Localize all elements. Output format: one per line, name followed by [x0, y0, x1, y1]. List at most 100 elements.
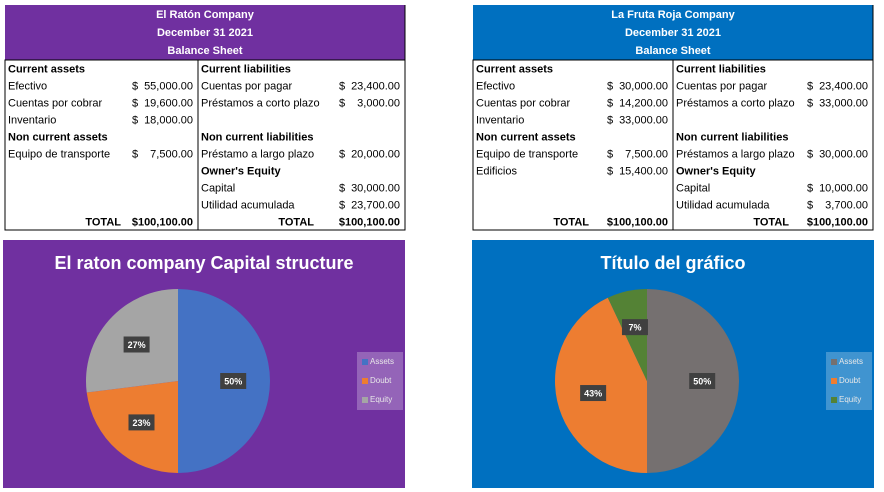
row-label: Equipo de transporte	[8, 148, 110, 160]
balance-sheet: El Ratón Company December 31 2021 Balance …	[4, 5, 406, 231]
legend-label: Equity	[370, 395, 392, 404]
row-label: Current assets	[476, 63, 553, 75]
data-label: 23%	[132, 418, 150, 428]
amount: 23,700.00	[351, 199, 400, 211]
row-label: Capital	[201, 182, 235, 194]
row-label: Non current assets	[476, 131, 576, 143]
row-label: Owner's Equity	[676, 165, 757, 177]
amount: 3,700.00	[825, 199, 868, 211]
row-label: Inventario	[8, 114, 56, 126]
data-label: 27%	[128, 340, 146, 350]
row-label: Préstamo a largo plazo	[201, 148, 314, 160]
row-label: Current liabilities	[201, 63, 291, 75]
currency: $	[132, 97, 138, 109]
amount: 55,000.00	[144, 80, 193, 92]
currency: $	[339, 199, 345, 211]
legend-label: Doubt	[839, 376, 861, 385]
amount: 18,000.00	[144, 114, 193, 126]
currency: $	[807, 182, 813, 194]
currency: $	[607, 165, 613, 177]
chart-title: El raton company Capital structure	[54, 253, 353, 273]
row-label: Utilidad acumulada	[676, 199, 770, 211]
row-label: TOTAL	[753, 216, 789, 228]
row-label: Non current liabilities	[201, 131, 313, 143]
table-title: December 31 2021	[157, 27, 253, 39]
amount: 7,500.00	[150, 148, 193, 160]
legend-label: Assets	[839, 357, 863, 366]
table-title: Balance Sheet	[167, 45, 243, 57]
pie-chart: El raton company Capital structure 50% 23%…	[3, 240, 405, 488]
currency: $	[132, 114, 138, 126]
legend-swatch	[831, 378, 837, 384]
row-label: Equipo de transporte	[476, 148, 578, 160]
table-title: El Ratón Company	[156, 9, 255, 21]
table-border	[4, 59, 406, 231]
data-label: 7%	[628, 323, 641, 333]
data-label-box	[128, 414, 155, 431]
amount: 23,400.00	[819, 80, 868, 92]
row-label: Edificios	[476, 165, 517, 177]
amount: 30,000.00	[819, 148, 868, 160]
legend-label: Assets	[370, 357, 394, 366]
row-label: Current liabilities	[676, 63, 766, 75]
row-label: Cuentas por pagar	[676, 80, 767, 92]
row-label: Utilidad acumulada	[201, 199, 295, 211]
amount: 3,000.00	[357, 97, 400, 109]
data-label: 43%	[584, 388, 602, 398]
amount: $100,100.00	[607, 216, 668, 228]
data-label-box	[689, 373, 716, 389]
table-header	[5, 5, 405, 60]
legend-swatch	[362, 359, 368, 365]
row-label: TOTAL	[553, 216, 589, 228]
table-header	[473, 5, 873, 60]
table-title: Balance Sheet	[635, 45, 711, 57]
currency: $	[607, 148, 613, 160]
row-label: Current assets	[8, 63, 85, 75]
row-label: Non current liabilities	[676, 131, 788, 143]
row-label: Préstamos a corto plazo	[201, 97, 320, 109]
balance-sheet: La Fruta Roja Company December 31 2021 Bal…	[472, 5, 874, 231]
currency: $	[339, 97, 345, 109]
amount: 23,400.00	[351, 80, 400, 92]
row-label: Préstamos a largo plazo	[676, 148, 795, 160]
row-label: Owner's Equity	[201, 165, 282, 177]
currency: $	[339, 182, 345, 194]
amount: 10,000.00	[819, 182, 868, 194]
row-label: TOTAL	[85, 216, 121, 228]
row-label: Préstamos a corto plazo	[676, 97, 795, 109]
amount: 30,000.00	[351, 182, 400, 194]
row-label: Inventario	[476, 114, 524, 126]
legend-swatch	[831, 359, 837, 365]
currency: $	[339, 148, 345, 160]
row-label: Efectivo	[476, 80, 515, 92]
currency: $	[607, 97, 613, 109]
data-label-box	[621, 319, 648, 336]
currency: $	[807, 97, 813, 109]
currency: $	[807, 148, 813, 160]
amount: 33,000.00	[819, 97, 868, 109]
data-label-box	[123, 336, 150, 353]
currency: $	[607, 114, 613, 126]
data-label: 50%	[693, 376, 711, 386]
row-label: Efectivo	[8, 80, 47, 92]
amount: 7,500.00	[625, 148, 668, 160]
amount: $100,100.00	[339, 216, 400, 228]
data-label: 50%	[224, 376, 242, 386]
currency: $	[339, 80, 345, 92]
amount: 33,000.00	[619, 114, 668, 126]
row-label: Cuentas por cobrar	[8, 97, 102, 109]
legend-label: Equity	[839, 395, 861, 404]
data-label-box	[580, 385, 607, 402]
amount: 30,000.00	[619, 80, 668, 92]
legend-swatch	[831, 397, 837, 403]
chart-title: Título del gráfico	[600, 253, 745, 273]
row-label: Capital	[676, 182, 710, 194]
pie-chart: Título del gráfico 50% 43% 7% Assets Doubt Equ…	[472, 240, 874, 488]
data-label-box	[220, 373, 247, 389]
row-label: Cuentas por pagar	[201, 80, 292, 92]
table-title: La Fruta Roja Company	[611, 9, 735, 21]
amount: 19,600.00	[144, 97, 193, 109]
amount: $100,100.00	[132, 216, 193, 228]
legend-swatch	[362, 397, 368, 403]
